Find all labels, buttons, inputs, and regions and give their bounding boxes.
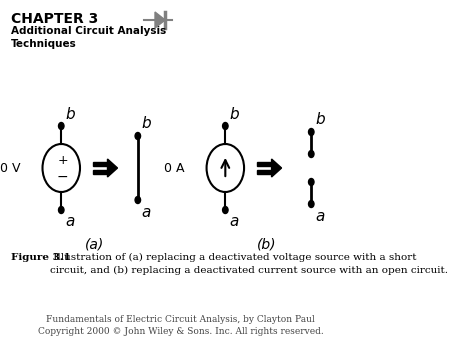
Polygon shape (93, 162, 108, 166)
Text: (b): (b) (257, 238, 276, 252)
Text: (a): (a) (85, 238, 104, 252)
Text: b: b (315, 112, 325, 127)
Text: −: − (57, 170, 69, 184)
Text: b: b (142, 116, 151, 131)
Circle shape (58, 206, 64, 214)
Circle shape (309, 200, 314, 207)
Polygon shape (93, 169, 108, 174)
Text: a: a (315, 209, 324, 224)
Text: a: a (65, 214, 75, 229)
Circle shape (309, 128, 314, 135)
Text: b: b (229, 107, 239, 122)
Circle shape (223, 206, 228, 214)
Text: Fundamentals of Electric Circuit Analysis, by Clayton Paul: Fundamentals of Electric Circuit Analysi… (46, 315, 315, 324)
Text: 0 V: 0 V (0, 161, 21, 174)
Circle shape (135, 197, 140, 204)
Polygon shape (256, 162, 271, 166)
Circle shape (223, 122, 228, 129)
Text: +: + (58, 153, 68, 166)
Text: a: a (229, 214, 239, 229)
Text: a: a (142, 205, 151, 220)
Text: Illustration of (a) replacing a deactivated voltage source with a short
circuit,: Illustration of (a) replacing a deactiva… (50, 253, 448, 275)
Polygon shape (271, 159, 282, 177)
Polygon shape (256, 169, 271, 174)
Circle shape (58, 122, 64, 129)
Circle shape (309, 150, 314, 158)
Text: Additional Circuit Analysis
Techniques: Additional Circuit Analysis Techniques (11, 26, 166, 49)
Polygon shape (108, 159, 117, 177)
Text: Figure 3.1: Figure 3.1 (11, 253, 71, 262)
Circle shape (309, 179, 314, 185)
Circle shape (135, 133, 140, 140)
Polygon shape (155, 12, 165, 28)
Text: CHAPTER 3: CHAPTER 3 (11, 12, 99, 26)
Text: b: b (65, 107, 75, 122)
Text: Copyright 2000 © John Wiley & Sons. Inc. All rights reserved.: Copyright 2000 © John Wiley & Sons. Inc.… (38, 327, 324, 336)
Text: 0 A: 0 A (164, 161, 184, 174)
